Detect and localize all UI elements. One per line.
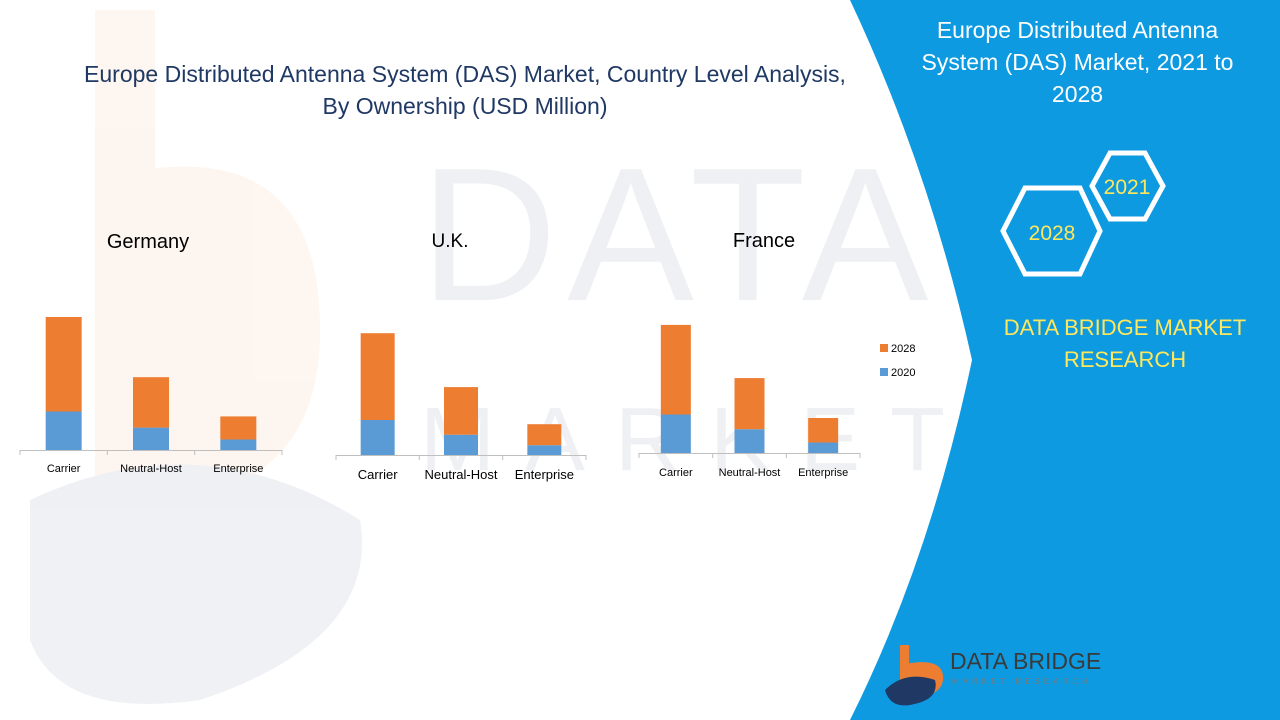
hex-label-2021: 2021 [1104,176,1151,199]
bar-2028-1-2 [527,424,562,446]
category-label-2-1: Neutral-Host [719,467,781,479]
hex-2028-shape [1000,185,1103,277]
chart-title: Europe Distributed Antenna System (DAS) … [84,61,846,119]
bar-2020-1-1 [444,434,478,455]
logo-icon [885,645,944,706]
legend-swatch-2028 [880,344,888,352]
bar-2028-1-1 [444,387,478,435]
bar-2020-1-2 [527,445,562,455]
bar-2028-0-0 [45,317,82,412]
side-panel-title: Europe Distributed Antenna System (DAS) … [921,17,1234,107]
category-label-2-0: Carrier [659,467,693,479]
category-label-1-0: Carrier [358,467,398,482]
legend-label-2028: 2028 [891,343,915,355]
bar-2028-2-2 [808,418,839,443]
legend-swatch-2020 [880,368,888,376]
chart-title-0: Germany [107,231,189,253]
brand-name: DATA BRIDGE MARKET RESEARCH [1003,315,1247,372]
category-label-0-0: Carrier [47,463,81,475]
category-label-0-1: Neutral-Host [120,463,182,475]
category-label-2-2: Enterprise [798,467,848,479]
bar-2020-0-2 [220,439,257,450]
bar-2020-0-1 [133,427,169,450]
hex-label-2028: 2028 [1029,222,1076,245]
side-panel [850,0,1280,720]
logo-name: DATA BRIDGE [950,648,1102,674]
category-label-1-2: Enterprise [515,467,574,482]
bar-2028-1-0 [360,333,395,420]
logo-tagline: MARKET RESEARCH [952,677,1092,686]
bar-2020-0-0 [45,411,82,450]
bar-2028-2-1 [734,378,765,430]
chart-title-1: U.K. [432,231,469,252]
bar-2020-2-1 [734,429,765,453]
legend-label-2020: 2020 [891,367,915,379]
bar-2028-0-1 [133,377,169,428]
bar-2028-2-0 [660,324,691,415]
hex-2021-shape [1089,150,1166,222]
category-label-1-1: Neutral-Host [425,467,498,482]
chart-title-2: France [733,230,795,252]
bar-2020-2-0 [660,414,691,453]
bar-2020-1-0 [360,420,395,455]
category-label-0-2: Enterprise [213,463,263,475]
bar-2020-2-2 [808,442,839,453]
bar-2028-0-2 [220,416,257,440]
